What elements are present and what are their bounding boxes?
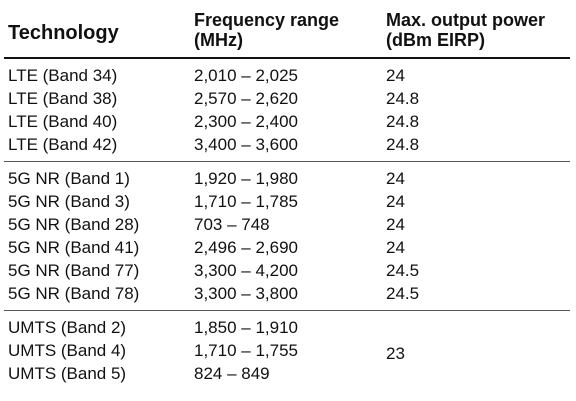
table-row: 5G NR (Band 77) 3,300 – 4,200 24.5 [4,259,570,282]
group-5g-nr: 5G NR (Band 1) 1,920 – 1,980 24 5G NR (B… [4,162,570,311]
frequency-cell: 1,710 – 1,785 [194,192,298,211]
table-row: 5G NR (Band 41) 2,496 – 2,690 24 [4,236,570,259]
frequency-cell: 1,710 – 1,755 [194,341,298,360]
table-row: LTE (Band 42) 3,400 – 3,600 24.8 [4,133,570,162]
power-cell: 24 [386,215,405,234]
table-row: UMTS (Band 4) 1,710 – 1,755 [4,339,570,362]
frequency-cell: 2,300 – 2,400 [194,112,298,131]
technology-cell: LTE (Band 40) [8,112,118,131]
power-cell: 24 [386,238,405,257]
technology-cell: 5G NR (Band 77) [8,261,140,280]
technology-cell: LTE (Band 38) [8,89,118,108]
power-cell: 24.8 [382,133,570,162]
power-cell: 24.8 [386,89,420,108]
technology-cell: UMTS (Band 2) [8,318,127,337]
technology-cell: LTE (Band 42) [4,133,190,162]
technology-cell: 5G NR (Band 28) [8,215,140,234]
technology-cell: 5G NR (Band 1) [8,169,130,188]
frequency-cell: 2,570 – 2,620 [194,89,298,108]
power-cell: 24.5 [382,282,570,311]
group-lte: LTE (Band 34) 2,010 – 2,025 24 LTE (Band… [4,58,570,162]
header-technology: Technology [4,4,190,59]
frequency-cell: 824 – 849 [194,364,270,383]
technology-cell: UMTS (Band 5) [8,364,127,383]
table-row: UMTS (Band 2) 1,850 – 1,910 23 [4,311,570,363]
frequency-cell: 1,850 – 1,910 [194,318,298,337]
header-frequency: Frequency range (MHz) [190,4,382,59]
power-cell: 24.5 [386,261,420,280]
header-frequency-line2: (MHz) [194,30,243,50]
frequency-cell: 2,496 – 2,690 [194,238,298,257]
header-power-line2: (dBm EIRP) [386,30,485,50]
table-header: Technology Frequency range (MHz) Max. ou… [4,4,570,59]
table-row: 5G NR (Band 28) 703 – 748 24 [4,213,570,236]
table-row: LTE (Band 34) 2,010 – 2,025 24 [4,58,570,87]
table-row: 5G NR (Band 78) 3,300 – 3,800 24.5 [4,282,570,311]
technology-cell: 5G NR (Band 3) [8,192,130,211]
frequency-cell: 2,010 – 2,025 [194,66,298,85]
frequency-cell: 1,920 – 1,980 [194,169,298,188]
technology-cell: 5G NR (Band 78) [4,282,190,311]
group-umts: UMTS (Band 2) 1,850 – 1,910 23 UMTS (Ban… [4,311,570,391]
header-power: Max. output power (dBm EIRP) [382,4,570,59]
frequency-cell: 3,400 – 3,600 [190,133,382,162]
table-row: 5G NR (Band 1) 1,920 – 1,980 24 [4,162,570,191]
table-row: LTE (Band 40) 2,300 – 2,400 24.8 [4,110,570,133]
power-cell: 24 [386,192,405,211]
power-cell-shared: 23 [386,343,405,363]
power-cell: 24 [386,66,405,85]
header-frequency-line1: Frequency range [194,10,340,30]
power-cell: 24.8 [386,112,420,131]
header-power-line1: Max. output power [386,10,545,30]
frequency-cell: 3,300 – 4,200 [194,261,298,280]
output-power-table: Technology Frequency range (MHz) Max. ou… [4,4,570,390]
table-row: 5G NR (Band 3) 1,710 – 1,785 24 [4,190,570,213]
technology-cell: LTE (Band 34) [8,66,118,85]
technology-cell: UMTS (Band 4) [8,341,127,360]
table-row: UMTS (Band 5) 824 – 849 [4,362,570,390]
frequency-cell: 3,300 – 3,800 [190,282,382,311]
header-row: Technology Frequency range (MHz) Max. ou… [4,4,570,59]
power-cell: 24 [386,169,405,188]
table-row: LTE (Band 38) 2,570 – 2,620 24.8 [4,87,570,110]
technology-cell: 5G NR (Band 41) [8,238,140,257]
frequency-cell: 703 – 748 [194,215,270,234]
